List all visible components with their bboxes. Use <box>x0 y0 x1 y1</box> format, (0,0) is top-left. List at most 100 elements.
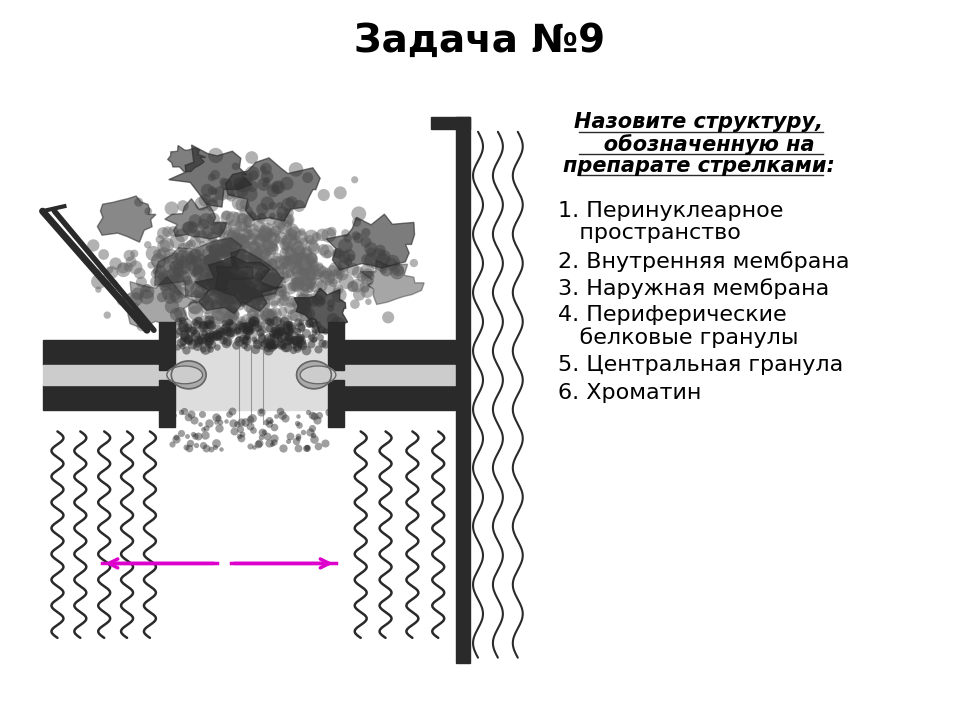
Point <box>175 242 190 253</box>
Point <box>247 314 262 325</box>
Point <box>252 326 268 338</box>
Point <box>116 264 132 276</box>
Point <box>245 211 260 222</box>
Point <box>218 239 233 251</box>
Point <box>248 288 263 300</box>
Point <box>234 213 250 225</box>
Point <box>213 294 228 305</box>
Point <box>359 254 374 266</box>
Polygon shape <box>121 277 198 328</box>
Point <box>276 315 292 327</box>
Point <box>249 249 264 261</box>
Point <box>296 297 311 308</box>
Point <box>270 268 285 279</box>
Point <box>166 260 181 271</box>
Point <box>187 328 203 339</box>
Point <box>406 257 421 269</box>
Point <box>190 266 205 277</box>
Point <box>279 267 295 279</box>
Point <box>228 161 243 172</box>
Point <box>237 230 252 241</box>
Point <box>285 309 300 320</box>
Point <box>273 210 288 221</box>
Point <box>191 337 206 348</box>
Point <box>209 328 225 340</box>
Point <box>289 325 304 337</box>
Point <box>287 329 302 341</box>
Point <box>291 410 306 422</box>
Point <box>265 257 280 269</box>
Point <box>297 278 312 289</box>
Point <box>230 250 246 261</box>
Point <box>113 295 129 307</box>
Point <box>330 284 346 295</box>
Point <box>195 294 210 305</box>
Point <box>178 331 193 343</box>
Point <box>288 334 303 346</box>
Point <box>204 272 219 284</box>
Point <box>280 324 296 336</box>
Point <box>286 335 301 346</box>
Point <box>122 250 137 261</box>
Point <box>278 238 294 250</box>
Point <box>140 205 156 217</box>
Point <box>216 297 231 309</box>
Point <box>267 338 282 349</box>
Point <box>351 208 367 220</box>
Point <box>282 326 298 338</box>
Point <box>252 231 267 243</box>
Point <box>151 263 166 274</box>
Point <box>247 252 262 264</box>
Point <box>304 422 320 433</box>
Point <box>253 247 269 258</box>
Point <box>258 226 274 238</box>
Point <box>263 279 278 291</box>
Point <box>242 316 257 328</box>
Point <box>330 248 346 259</box>
Point <box>168 325 183 337</box>
Point <box>375 254 391 266</box>
Text: 6. Хроматин: 6. Хроматин <box>558 383 701 402</box>
Point <box>203 274 218 285</box>
Point <box>254 426 270 437</box>
Point <box>293 231 308 243</box>
Point <box>304 253 320 264</box>
Point <box>287 275 302 287</box>
Ellipse shape <box>171 361 206 389</box>
Point <box>226 287 241 299</box>
Point <box>285 281 300 292</box>
Point <box>350 266 366 278</box>
Point <box>208 437 224 449</box>
Point <box>268 330 283 342</box>
Point <box>234 282 250 294</box>
Point <box>230 333 246 345</box>
Point <box>174 230 189 241</box>
Point <box>214 266 229 278</box>
Point <box>163 272 179 284</box>
Point <box>272 220 287 231</box>
Point <box>221 314 236 325</box>
Point <box>238 175 253 186</box>
Point <box>154 248 169 260</box>
Point <box>251 255 266 266</box>
Point <box>279 319 295 330</box>
Point <box>277 412 293 423</box>
Point <box>268 410 283 422</box>
Point <box>279 178 295 189</box>
Point <box>312 289 327 300</box>
Point <box>172 285 187 297</box>
Point <box>305 279 321 291</box>
Point <box>162 268 178 279</box>
Point <box>188 253 204 265</box>
Point <box>206 268 222 279</box>
Point <box>299 344 314 356</box>
Point <box>265 274 280 285</box>
Point <box>268 225 283 237</box>
Point <box>206 317 222 328</box>
Point <box>282 283 298 294</box>
Point <box>187 302 203 313</box>
Point <box>220 283 235 294</box>
Bar <box>42 365 167 384</box>
Point <box>247 252 262 264</box>
Bar <box>328 323 344 370</box>
